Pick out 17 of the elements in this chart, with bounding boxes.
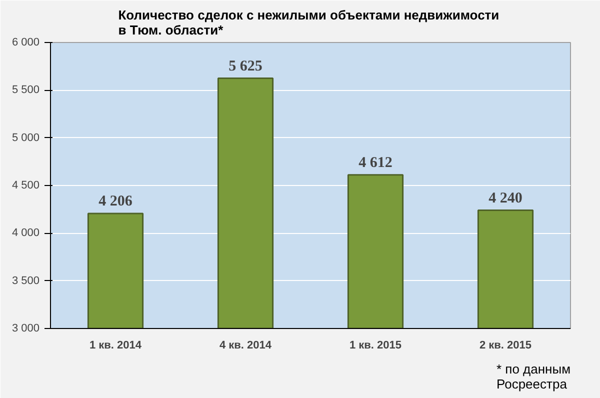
x-tick-label: 1 кв. 2014: [89, 340, 142, 352]
y-tick-label: 4 000: [12, 227, 40, 240]
text: * по данным Росреестра: [496, 362, 571, 392]
x-tick-label: 2 кв. 2015: [479, 340, 532, 352]
y-tick-label: 6 000: [12, 36, 40, 48]
y-tick-label: 3 500: [12, 274, 40, 287]
y-tick-label: 4 500: [12, 180, 40, 192]
y-tick-label: 3 000: [12, 322, 40, 334]
data-label: 5 625: [228, 58, 262, 74]
data-label: 4 240: [488, 190, 522, 206]
x-tick-label: 4 кв. 2014: [219, 340, 272, 352]
data-label: 4 206: [98, 194, 133, 210]
chart-title: Количество сделок с нежилыми объектами недвижимости в Тюм. области*: [118, 8, 500, 38]
x-tick-label: 1 кв. 2015: [349, 340, 402, 352]
y-tick-label: 5 000: [12, 132, 40, 144]
y-tick-label: 5 500: [12, 84, 40, 96]
data-label: 4 612: [358, 154, 392, 171]
